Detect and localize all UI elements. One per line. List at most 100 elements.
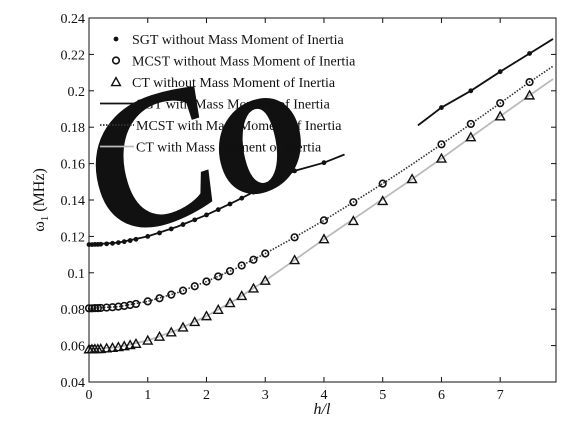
data-point — [289, 254, 301, 265]
data-point — [143, 297, 152, 306]
data-point — [494, 110, 506, 121]
legend-item: SGT with Mass Moment of Inertia — [100, 98, 331, 113]
y-tick-label: 0.14 — [61, 194, 86, 209]
data-point — [290, 233, 299, 242]
data-point — [378, 179, 387, 188]
y-axis-title-unit: (MHz) — [31, 168, 48, 212]
legend-item: MCST with Mass Moment of Inertia — [100, 119, 342, 134]
data-point — [177, 321, 189, 332]
data-point — [349, 198, 358, 207]
data-point — [251, 189, 256, 195]
data-point — [204, 212, 209, 218]
y-tick-label: 0.24 — [61, 12, 86, 27]
data-point — [406, 173, 418, 184]
data-point — [200, 310, 213, 321]
series-ct-without-mass-moment-of-inertia — [83, 89, 536, 354]
legend: SGT without Mass Moment of Inertia MCST w… — [100, 33, 356, 156]
x-tick-label: 5 — [379, 388, 386, 403]
data-point — [157, 230, 162, 236]
y-tick-label: 0.08 — [61, 303, 86, 318]
data-point — [468, 88, 474, 94]
data-point — [527, 51, 532, 56]
data-point — [435, 152, 448, 163]
data-point — [525, 77, 534, 87]
data-point — [127, 238, 133, 243]
data-point — [145, 234, 151, 239]
x-tick-label: 4 — [320, 388, 327, 403]
legend-label: MCST without Mass Moment of Inertia — [132, 55, 356, 70]
data-point — [106, 341, 119, 353]
series-line — [88, 78, 554, 351]
y-tick-label: 0.16 — [61, 158, 86, 173]
data-point — [239, 195, 245, 201]
legend-item: CT with Mass Moment of Inertia — [100, 141, 322, 156]
data-point — [377, 195, 389, 206]
x-tick-label: 2 — [203, 388, 210, 403]
data-point — [118, 340, 130, 351]
data-point — [236, 290, 248, 301]
y-tick-label: 0.04 — [61, 376, 86, 391]
data-point — [214, 272, 223, 281]
y-axis-title: ω1 (MHz) — [31, 168, 51, 232]
data-point — [155, 294, 164, 303]
y-axis: 0.04 0.06 0.08 0.1 0.12 0.14 0.16 0.18 0.2 0.22 0.… — [61, 12, 556, 391]
data-point — [318, 233, 330, 244]
data-point — [497, 69, 503, 75]
data-point — [202, 277, 211, 286]
data-point — [347, 215, 359, 226]
data-point — [259, 274, 271, 285]
data-point — [237, 261, 246, 270]
data-point — [212, 303, 224, 314]
data-point — [321, 160, 327, 166]
data-point — [466, 119, 475, 129]
data-point — [249, 255, 258, 264]
series-mcst-without-mass-moment-of-inertia — [84, 77, 534, 313]
data-point — [247, 282, 260, 293]
data-point — [227, 201, 233, 207]
svg-text:ω1(MHz): ω1 (MHz) — [31, 168, 51, 232]
legend-label: CT without Mass Moment of Inertia — [132, 76, 336, 91]
series-sgt-with-mass-moment-of-inertia — [88, 38, 554, 246]
data-point — [439, 105, 444, 110]
x-tick-label: 7 — [497, 388, 504, 403]
legend-marker — [113, 36, 119, 42]
legend-item: CT without Mass Moment of Inertia — [110, 76, 336, 91]
legend-item: MCST without Mass Moment of Inertia — [111, 55, 356, 70]
data-point — [153, 330, 166, 341]
y-axis-title-subscript: 1 — [39, 216, 51, 222]
y-tick-label: 0.06 — [61, 340, 86, 355]
series-mcst-with-mass-moment-of-inertia — [88, 65, 554, 310]
x-tick-label: 3 — [262, 388, 269, 403]
data-point — [523, 89, 536, 100]
data-point — [224, 297, 236, 308]
data-point — [465, 131, 477, 142]
data-point — [121, 239, 127, 245]
legend-label: SGT without Mass Moment of Inertia — [132, 33, 344, 48]
series-line — [88, 65, 554, 310]
legend-label: MCST with Mass Moment of Inertia — [136, 119, 342, 134]
data-point — [496, 99, 505, 108]
data-point — [165, 326, 177, 337]
data-point — [130, 337, 142, 348]
legend-label: CT with Mass Moment of Inertia — [136, 141, 322, 156]
x-tick-label: 0 — [86, 388, 93, 403]
data-point — [98, 241, 104, 247]
legend-item: SGT without Mass Moment of Inertia — [113, 33, 344, 48]
data-point — [104, 241, 110, 247]
data-point — [133, 236, 139, 242]
data-point — [112, 341, 124, 352]
data-point — [262, 183, 268, 189]
x-tick-label: 6 — [438, 388, 445, 403]
data-point — [95, 343, 107, 354]
x-axis: 0 1 2 3 4 5 6 7 — [86, 18, 504, 403]
data-point — [178, 286, 188, 295]
data-point — [319, 216, 329, 225]
series-ct-with-mass-moment-of-inertia — [88, 78, 554, 351]
data-point — [115, 240, 121, 245]
data-point — [101, 342, 113, 353]
data-point — [192, 217, 198, 223]
data-point — [261, 249, 270, 258]
data-point — [167, 290, 176, 299]
series-line — [88, 153, 345, 246]
